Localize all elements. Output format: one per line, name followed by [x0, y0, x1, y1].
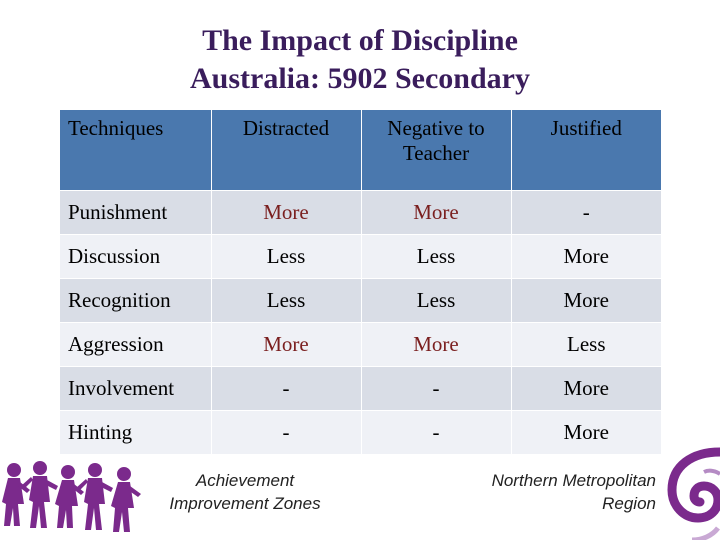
distracted-cell: Less — [211, 234, 362, 279]
negative-cell: Less — [361, 278, 512, 323]
justified-cell: More — [511, 366, 661, 411]
title-line-1: The Impact of Discipline — [202, 24, 518, 57]
technique-cell: Discussion — [60, 234, 212, 279]
technique-cell: Recognition — [60, 278, 212, 323]
slide-title: The Impact of Discipline Australia: 5902… — [0, 22, 720, 98]
aiz-line-2: Improvement Zones — [169, 494, 321, 513]
justified-cell: More — [511, 410, 661, 454]
nmr-line-1: Northern Metropolitan — [491, 471, 656, 490]
table-row: Involvement - - More — [60, 366, 661, 411]
technique-cell: Involvement — [60, 366, 212, 411]
technique-cell: Punishment — [60, 190, 212, 235]
header-distracted: Distracted — [211, 110, 362, 191]
header-justified: Justified — [511, 110, 661, 191]
technique-cell: Hinting — [60, 410, 212, 454]
header-techniques: Techniques — [60, 110, 212, 191]
distracted-cell: More — [211, 322, 362, 367]
header-negative-to-teacher: Negative to Teacher — [361, 110, 512, 191]
title-line-2: Australia: 5902 Secondary — [190, 62, 530, 95]
table-row: Punishment More More - — [60, 190, 661, 235]
justified-cell: More — [511, 234, 661, 279]
negative-cell: More — [361, 322, 512, 367]
justified-cell: More — [511, 278, 661, 323]
northern-metropolitan-region-label: Northern Metropolitan Region — [440, 469, 656, 515]
distracted-cell: - — [211, 410, 362, 454]
negative-cell: Less — [361, 234, 512, 279]
table-row: Hinting - - More — [60, 410, 661, 454]
distracted-cell: Less — [211, 278, 362, 323]
distracted-cell: More — [211, 190, 362, 235]
table-row: Aggression More More Less — [60, 322, 661, 367]
nmr-line-2: Region — [602, 494, 656, 513]
header-row: Techniques Distracted Negative to Teache… — [60, 110, 661, 191]
justified-cell: - — [511, 190, 661, 235]
table-row: Discussion Less Less More — [60, 234, 661, 279]
achievement-improvement-zones-label: Achievement Improvement Zones — [150, 469, 340, 515]
technique-cell: Aggression — [60, 322, 212, 367]
negative-cell: - — [361, 410, 512, 454]
table-row: Recognition Less Less More — [60, 278, 661, 323]
discipline-table: Techniques Distracted Negative to Teache… — [60, 110, 661, 454]
distracted-cell: - — [211, 366, 362, 411]
negative-cell: More — [361, 190, 512, 235]
negative-cell: - — [361, 366, 512, 411]
children-silhouette-icon — [2, 461, 141, 532]
purple-swirl-icon — [667, 447, 720, 540]
justified-cell: Less — [511, 322, 661, 367]
aiz-line-1: Achievement — [195, 471, 295, 490]
